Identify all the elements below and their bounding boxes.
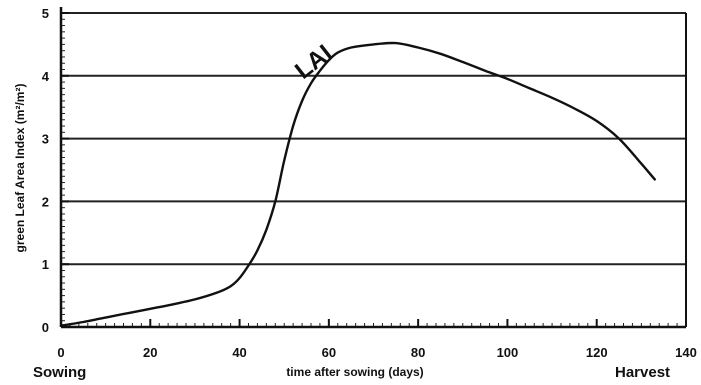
x-tick-label-140: 140 [675,345,697,360]
tick-labels: 0 20 40 60 80 100 120 140 0 1 2 3 4 5 [42,6,697,360]
x-tick-label-60: 60 [322,345,336,360]
y-tick-label-5: 5 [42,6,49,21]
x-axis-title: time after sowing (days) [286,365,423,379]
x-tick-label-100: 100 [497,345,519,360]
sowing-label: Sowing [33,364,86,381]
series-label-lai: LAI [290,40,337,85]
x-tick-label-20: 20 [143,345,157,360]
y-tick-label-1: 1 [42,257,49,272]
x-tick-label-120: 120 [586,345,608,360]
grid-lines [61,12,686,266]
series-group [59,41,656,327]
x-tick-label-80: 80 [411,345,425,360]
series-line-lai [59,41,656,327]
x-tick-label-0: 0 [57,345,64,360]
y-tick-label-4: 4 [42,69,50,84]
axes [59,7,687,329]
y-tick-label-0: 0 [42,320,49,335]
axis-ticks [60,12,687,328]
y-tick-label-3: 3 [42,132,49,147]
harvest-label: Harvest [615,364,670,381]
x-tick-label-40: 40 [232,345,246,360]
y-tick-label-2: 2 [42,194,49,209]
y-axis-title: green Leaf Area Index (m²/m²) [13,84,27,253]
